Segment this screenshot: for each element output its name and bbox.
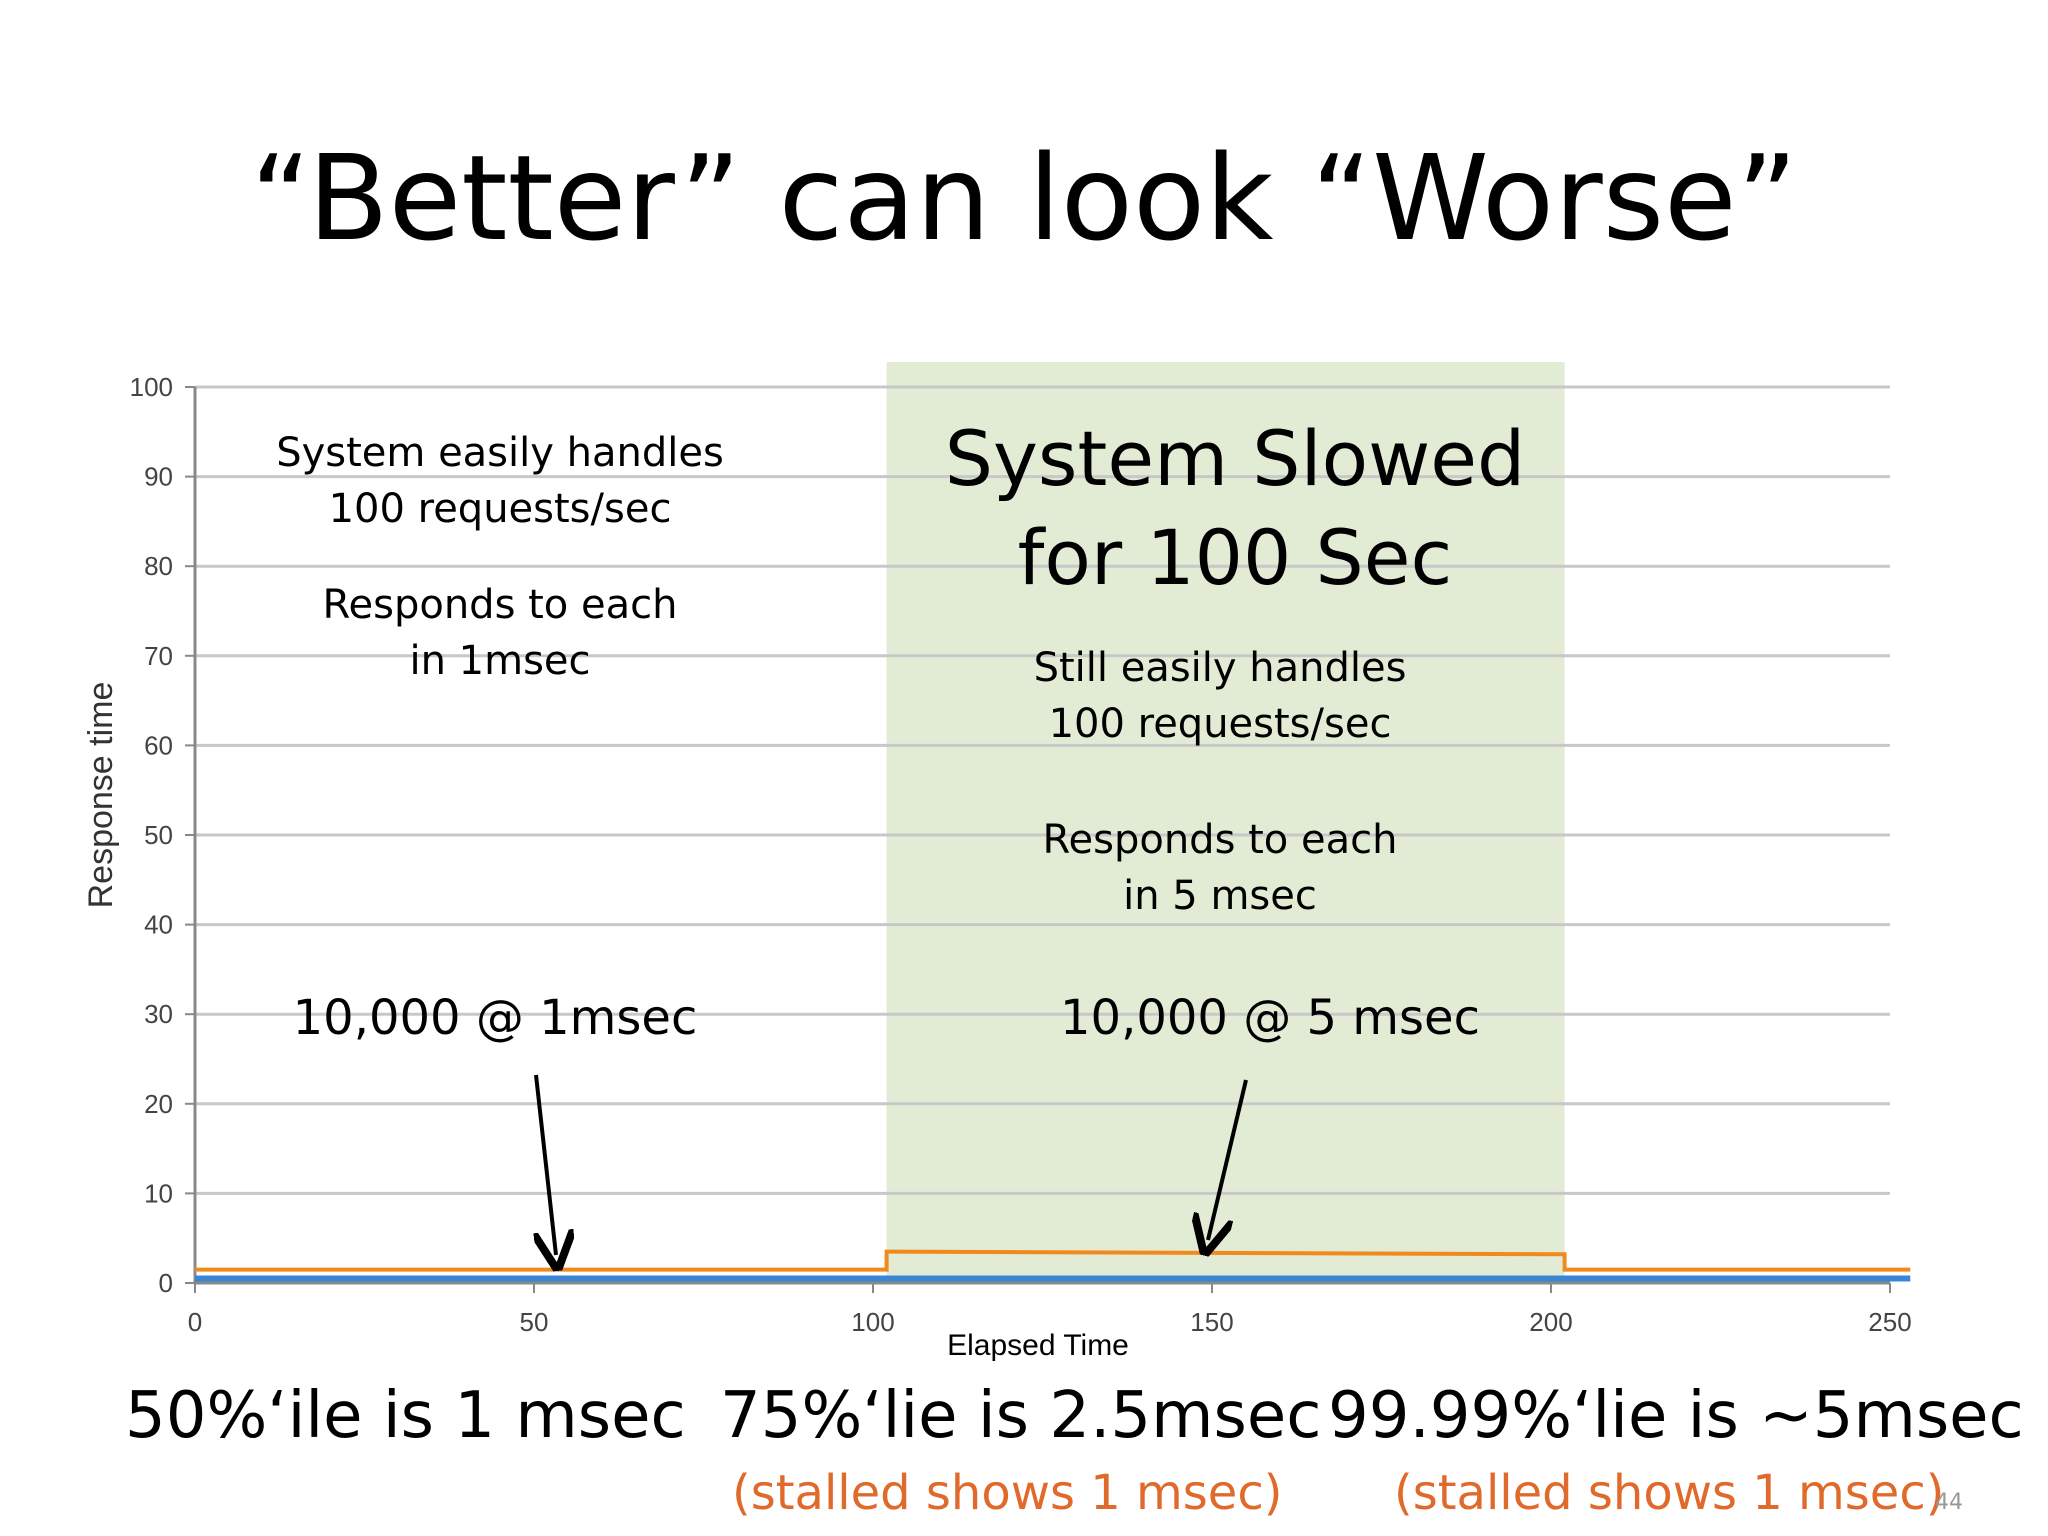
arrow-shaded [1208, 1079, 1248, 1240]
y-tick-label: 70 [144, 641, 173, 671]
y-tick-label: 20 [144, 1089, 173, 1119]
slide-title: “Better” can look “Worse” [250, 129, 1798, 267]
x-tick-label: 50 [520, 1307, 549, 1337]
y-tick-label: 60 [144, 730, 173, 760]
x-tick-label: 150 [1190, 1307, 1233, 1337]
shaded-annotation-block: Still easily handles 100 requests/sec Re… [920, 640, 1520, 924]
left-line1: System easily handles [276, 430, 724, 476]
p9999-text: 99.99%‘lie is ~5msec [1328, 1379, 2024, 1453]
y-tick-label: 80 [144, 551, 173, 581]
page-number: 44 [1935, 1490, 1963, 1515]
p75-text: 75%‘lie is 2.5msec [720, 1379, 1322, 1453]
x-tick-label: 250 [1868, 1307, 1911, 1337]
y-tick-label: 10 [144, 1178, 173, 1208]
y-tick-label: 100 [130, 372, 173, 402]
shaded-line2: 100 requests/sec [1048, 701, 1392, 747]
shaded-line1: Still easily handles [1033, 645, 1407, 691]
shaded-title-line1: System Slowed [944, 414, 1526, 503]
y-tick-label: 90 [144, 462, 173, 492]
note-stalled-1: (stalled shows 1 msec) [732, 1465, 1283, 1521]
left-line3: Responds to each [322, 582, 678, 628]
shaded-title: System Slowed for 100 Sec [880, 410, 1590, 608]
x-axis-label: Elapsed Time [947, 1329, 1129, 1362]
x-tick-label: 200 [1529, 1307, 1572, 1337]
y-tick-label: 30 [144, 999, 173, 1029]
shaded-count: 10,000 @ 5 msec [1060, 990, 1480, 1046]
note-stalled-2: (stalled shows 1 msec) [1394, 1465, 1945, 1521]
x-tick-label: 100 [851, 1307, 894, 1337]
shaded-line3: Responds to each [1042, 817, 1398, 863]
shaded-line4: in 5 msec [1123, 873, 1317, 919]
y-tick-label: 50 [144, 820, 173, 850]
shaded-region [886, 362, 1565, 1283]
arrow-left [536, 1074, 556, 1255]
p50-text: 50%‘ile is 1 msec [125, 1379, 686, 1453]
y-axis-label: Response time [82, 682, 120, 909]
shaded-title-line2: for 100 Sec [1017, 512, 1453, 602]
y-tick-label: 0 [159, 1268, 173, 1298]
left-line2: 100 requests/sec [328, 486, 672, 532]
y-tick-label: 40 [144, 910, 173, 940]
left-annotation-block: System easily handles 100 requests/sec R… [270, 425, 730, 689]
left-line4: in 1msec [409, 638, 591, 684]
x-tick-label: 0 [188, 1307, 202, 1337]
left-count: 10,000 @ 1msec [292, 990, 698, 1046]
